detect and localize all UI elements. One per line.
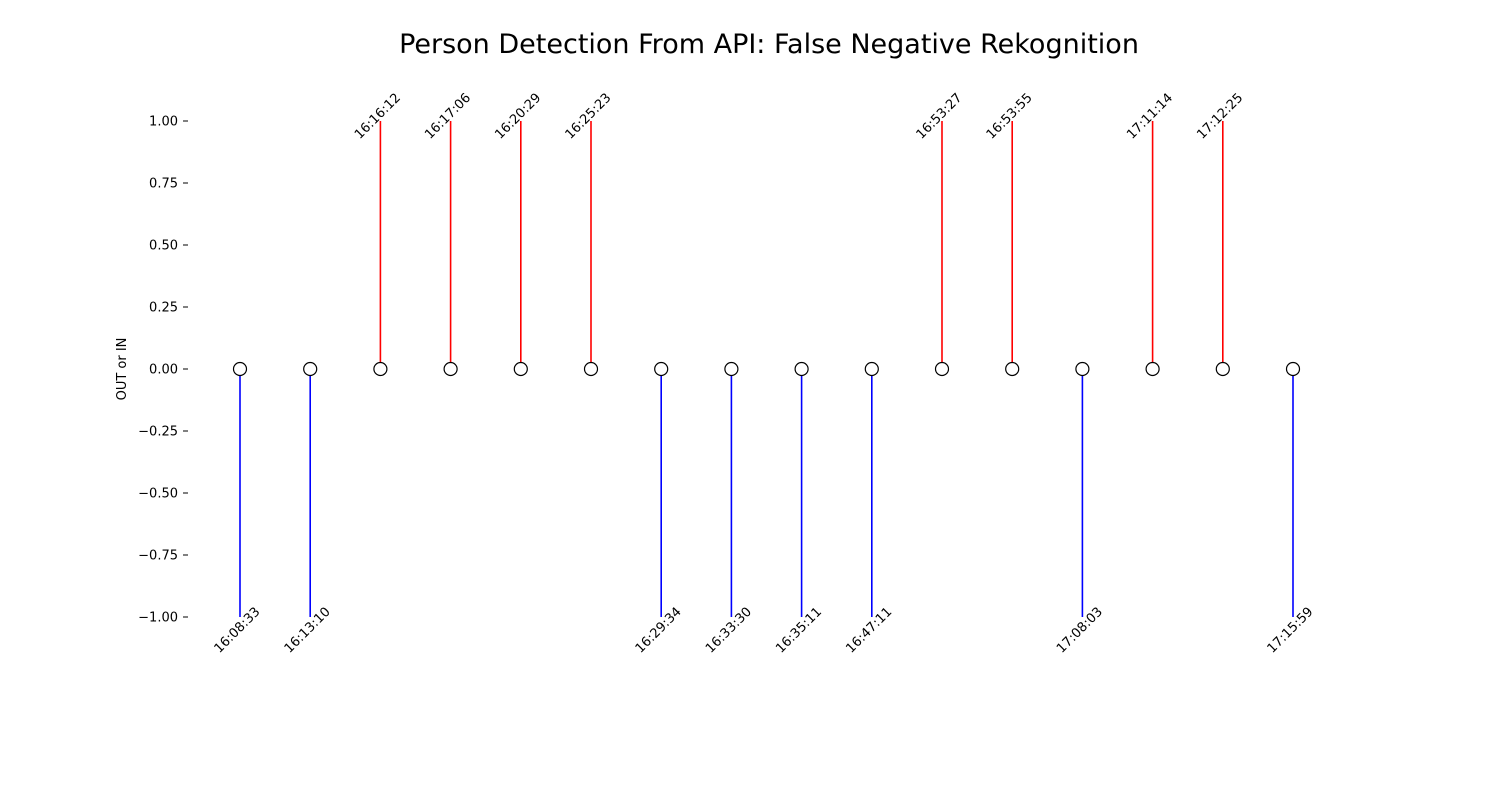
y-tick-label: −1.00 [138, 611, 178, 626]
event-time-label: 16:25:23 [563, 91, 615, 143]
event-marker [1285, 361, 1301, 377]
y-tick-label: 0.50 [149, 239, 178, 254]
y-axis: 1.00 0.75 0.50 0.25 0.00 −0.25 −0.50 −0.75 −1.00 [138, 115, 188, 626]
event-time-label: 16:47:11 [843, 605, 895, 657]
event-marker [1005, 361, 1020, 377]
y-axis-label: OUT or IN [115, 338, 130, 401]
event-marker [513, 361, 528, 377]
event-time-label: 17:12:25 [1194, 91, 1246, 143]
event-time-label: 16:20:29 [492, 91, 544, 143]
event-time-label: 16:53:27 [914, 91, 966, 143]
event-marker [232, 361, 248, 377]
event-time-label: 16:33:30 [703, 605, 755, 657]
y-tick-label: 0.75 [149, 177, 178, 192]
event-marker [583, 361, 599, 377]
event-marker [303, 361, 318, 377]
event-marker [373, 361, 388, 377]
y-tick-label: −0.25 [138, 425, 178, 440]
y-tick-label: −0.75 [138, 549, 178, 564]
y-tick-label: 0.00 [149, 363, 178, 378]
event-marker [724, 361, 739, 377]
event-time-label: 16:08:33 [212, 605, 264, 657]
event-marker [654, 361, 669, 377]
event-time-label: 17:08:03 [1054, 605, 1106, 657]
event-time-label: 16:13:10 [282, 605, 334, 657]
event-time-label: 16:17:06 [422, 91, 474, 143]
event-time-label: 17:15:59 [1265, 605, 1317, 657]
y-tick-label: 1.00 [149, 115, 178, 130]
event-time-label: 16:29:34 [633, 605, 685, 657]
event-marker [794, 361, 809, 377]
event-time-label: 16:35:11 [773, 605, 825, 657]
event-time-label: 17:11:14 [1124, 91, 1176, 143]
markers [232, 361, 1301, 377]
event-marker [1215, 361, 1230, 377]
chart-title: Person Detection From API: False Negativ… [399, 29, 1139, 60]
event-marker [934, 361, 950, 377]
event-marker [864, 361, 879, 377]
event-marker [443, 361, 458, 377]
y-tick-label: −0.50 [138, 487, 178, 502]
event-marker [1145, 361, 1160, 377]
y-tick-label: 0.25 [149, 301, 178, 316]
event-time-label: 16:16:12 [352, 91, 404, 143]
event-time-label: 16:53:55 [984, 91, 1036, 143]
event-marker [1075, 361, 1090, 377]
stems [239, 121, 1294, 617]
